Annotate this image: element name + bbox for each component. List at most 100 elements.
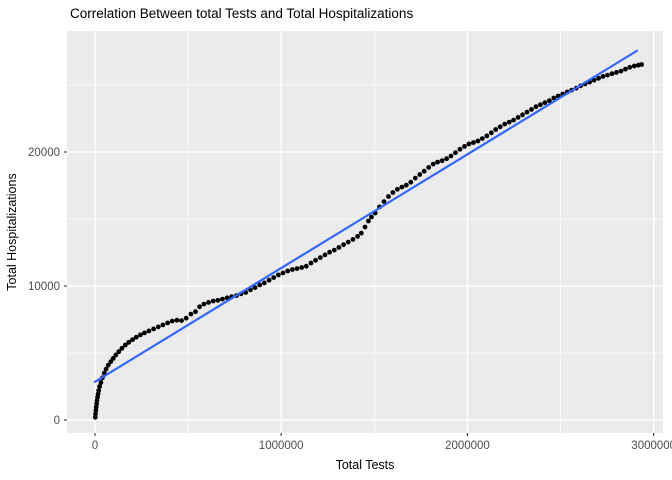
data-point (488, 130, 494, 136)
data-point (403, 182, 409, 188)
data-point (639, 62, 644, 67)
y-axis-label: Total Hospitalizations (5, 173, 19, 291)
x-tick-label: 0 (92, 440, 98, 452)
data-point (381, 199, 387, 205)
data-point (252, 285, 258, 290)
data-point (165, 320, 171, 326)
data-point (358, 230, 364, 236)
data-point (193, 309, 198, 315)
data-point (130, 337, 136, 342)
data-point (369, 214, 374, 220)
data-point (466, 141, 472, 147)
data-point (520, 112, 525, 118)
data-point (475, 138, 481, 144)
data-point (524, 109, 530, 115)
data-point (390, 190, 396, 195)
data-point (126, 339, 132, 345)
data-point (345, 239, 351, 245)
data-point (138, 332, 143, 338)
data-point (103, 366, 109, 372)
data-point (108, 359, 114, 365)
data-point (600, 74, 606, 79)
data-point (417, 172, 423, 177)
data-point (362, 224, 368, 230)
data-point (220, 296, 225, 302)
data-point (155, 324, 161, 330)
trend-line (93, 49, 639, 383)
data-point (98, 380, 104, 385)
data-point (484, 133, 490, 139)
data-point (412, 175, 418, 181)
data-point (471, 140, 476, 146)
data-point (336, 245, 342, 250)
data-point (462, 144, 467, 149)
data-point (303, 263, 309, 269)
data-point (116, 349, 122, 355)
data-point (453, 150, 458, 156)
data-point (435, 159, 440, 165)
data-point (350, 237, 356, 242)
data-point (511, 117, 516, 123)
data-point (322, 252, 328, 258)
data-point (179, 318, 184, 323)
data-point (399, 184, 405, 190)
data-point (479, 136, 485, 142)
data-point (623, 66, 628, 72)
data-point (201, 301, 207, 307)
x-tick-label: 1000000 (259, 440, 304, 452)
data-point (533, 104, 539, 110)
data-point (618, 68, 624, 74)
data-point (257, 282, 263, 288)
data-point (341, 242, 346, 248)
data-point (285, 268, 291, 274)
data-point (276, 272, 281, 278)
data-point (327, 249, 332, 255)
data-point (605, 72, 610, 78)
data-point (122, 342, 128, 348)
data-point (444, 156, 449, 162)
data-point (151, 326, 157, 332)
data-point (174, 317, 180, 323)
data-point (280, 270, 286, 276)
data-point (210, 298, 216, 304)
data-point (395, 186, 400, 192)
data-point (294, 266, 300, 271)
data-point (133, 334, 139, 340)
data-point (448, 153, 454, 159)
data-point (515, 115, 521, 120)
data-point (262, 280, 267, 286)
data-point (506, 119, 512, 125)
data-point (331, 247, 337, 253)
data-point (439, 158, 445, 164)
data-point (408, 179, 414, 185)
x-axis-label: Total Tests (335, 458, 395, 472)
data-point (110, 356, 116, 361)
data-point (96, 388, 102, 393)
data-point (542, 100, 548, 106)
data-point (266, 277, 272, 283)
data-point (317, 255, 323, 260)
data-point (146, 328, 152, 334)
data-point (160, 322, 166, 328)
data-point (308, 260, 314, 266)
chart-title: Correlation Between total Tests and Tota… (70, 6, 414, 21)
plot-panel (67, 31, 663, 433)
data-point (627, 64, 633, 70)
data-point (355, 234, 360, 239)
data-point (421, 168, 427, 174)
data-point (119, 345, 125, 351)
data-point (206, 300, 211, 305)
data-point (493, 127, 499, 132)
data-point (299, 265, 305, 270)
y-tick-label: 20000 (28, 147, 60, 159)
data-point (596, 75, 601, 81)
data-point (551, 95, 557, 101)
y-tick-label: 0 (54, 415, 60, 427)
data-point (169, 318, 175, 324)
data-point (538, 102, 543, 108)
data-point (142, 330, 147, 336)
data-point (547, 98, 552, 104)
data-point (313, 257, 318, 263)
